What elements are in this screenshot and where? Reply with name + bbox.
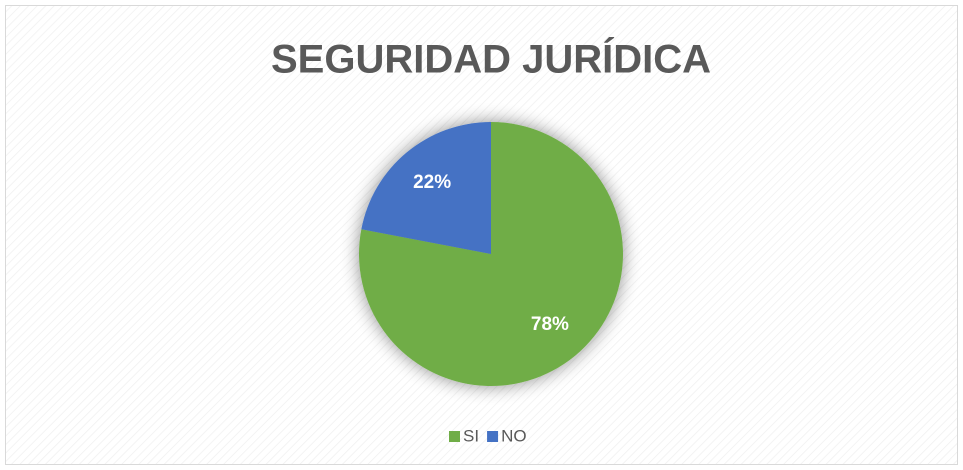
data-label: 22% — [413, 172, 451, 193]
labels: 78% 22% — [413, 172, 569, 335]
pie — [358, 122, 623, 386]
pie-slice — [361, 122, 491, 254]
legend-swatch — [449, 431, 460, 442]
legend-swatch — [487, 431, 499, 442]
chart-title: SEGURIDAD JURÍDICA — [271, 37, 711, 82]
data-label: 78% — [531, 314, 569, 335]
legend-label: SI — [463, 426, 479, 445]
legend-label: NO — [501, 426, 527, 445]
legend: SI NO — [449, 426, 527, 445]
